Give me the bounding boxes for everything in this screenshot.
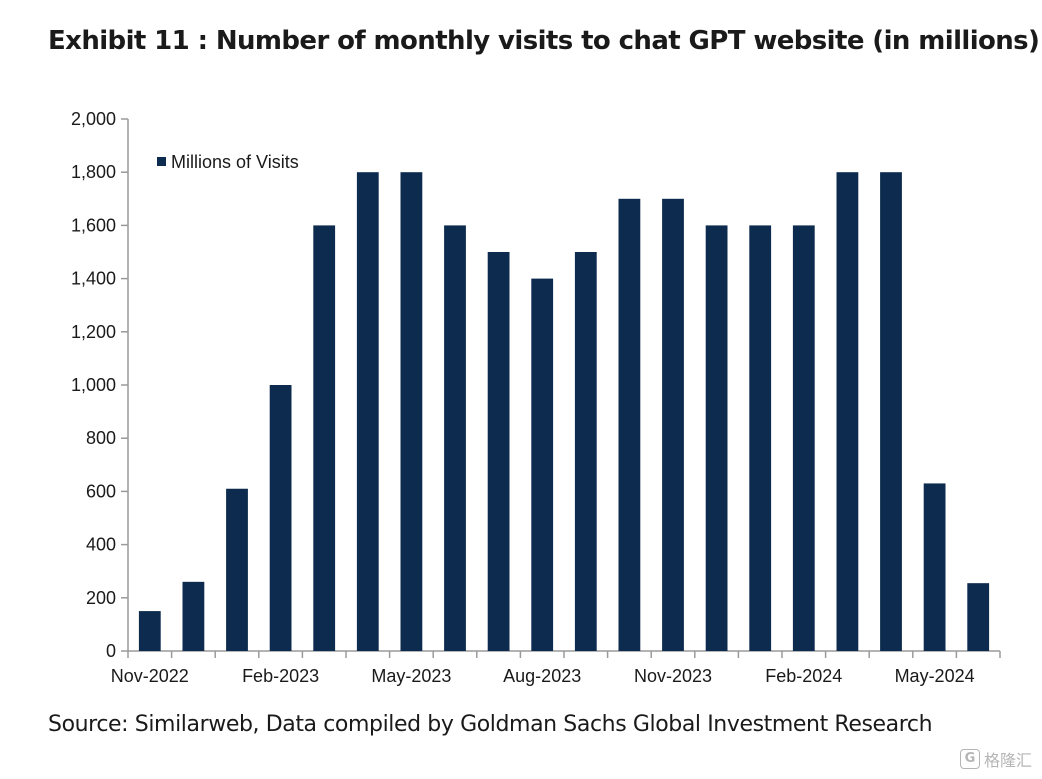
watermark: G 格隆汇 xyxy=(959,747,1032,771)
bar xyxy=(531,278,554,651)
bar xyxy=(618,198,641,652)
bar xyxy=(313,225,336,651)
y-tick-label: 800 xyxy=(86,428,116,448)
bar xyxy=(662,198,684,652)
x-tick-label: Nov-2022 xyxy=(111,666,189,686)
legend-swatch xyxy=(157,157,166,166)
y-tick-label: 1,600 xyxy=(71,215,116,235)
y-tick-label: 600 xyxy=(86,481,116,501)
bar xyxy=(574,252,597,651)
legend-label: Millions of Visits xyxy=(171,152,299,172)
x-tick-label: Feb-2023 xyxy=(242,666,319,686)
x-tick-label: May-2024 xyxy=(895,666,975,686)
y-tick-label: 0 xyxy=(106,641,116,661)
bar xyxy=(138,611,161,651)
bar xyxy=(356,172,379,651)
x-tick-label: Aug-2023 xyxy=(503,666,581,686)
y-tick-label: 200 xyxy=(86,588,116,608)
y-tick-label: 1,400 xyxy=(71,269,116,289)
x-tick-label: Feb-2024 xyxy=(765,666,842,686)
bar xyxy=(967,583,990,651)
source-note: Source: Similarweb, Data compiled by Gol… xyxy=(48,712,933,737)
bar xyxy=(182,581,205,651)
watermark-text: 格隆汇 xyxy=(983,751,1032,770)
bar xyxy=(444,225,466,651)
y-tick-label: 2,000 xyxy=(71,109,116,129)
y-tick-label: 400 xyxy=(86,535,116,555)
bar xyxy=(749,225,772,651)
bar xyxy=(880,172,902,651)
chart-title: Exhibit 11 : Number of monthly visits to… xyxy=(48,26,1040,56)
y-tick-label: 1,000 xyxy=(71,375,116,395)
bar xyxy=(923,483,946,651)
bar xyxy=(269,385,292,651)
bar xyxy=(226,488,248,651)
watermark-logo-icon: G xyxy=(959,749,980,769)
x-tick-label: May-2023 xyxy=(371,666,451,686)
x-tick-label: Nov-2023 xyxy=(634,666,712,686)
bar xyxy=(400,172,423,651)
bar xyxy=(705,225,728,651)
y-tick-label: 1,200 xyxy=(71,322,116,342)
y-tick-label: 1,800 xyxy=(71,162,116,182)
bar xyxy=(487,252,510,651)
bar xyxy=(792,225,815,651)
bar xyxy=(836,172,859,651)
bar-chart: 0 200 400 600 800 1,000 1,200 1,400 1,600 1,800 2,… xyxy=(71,109,1001,686)
